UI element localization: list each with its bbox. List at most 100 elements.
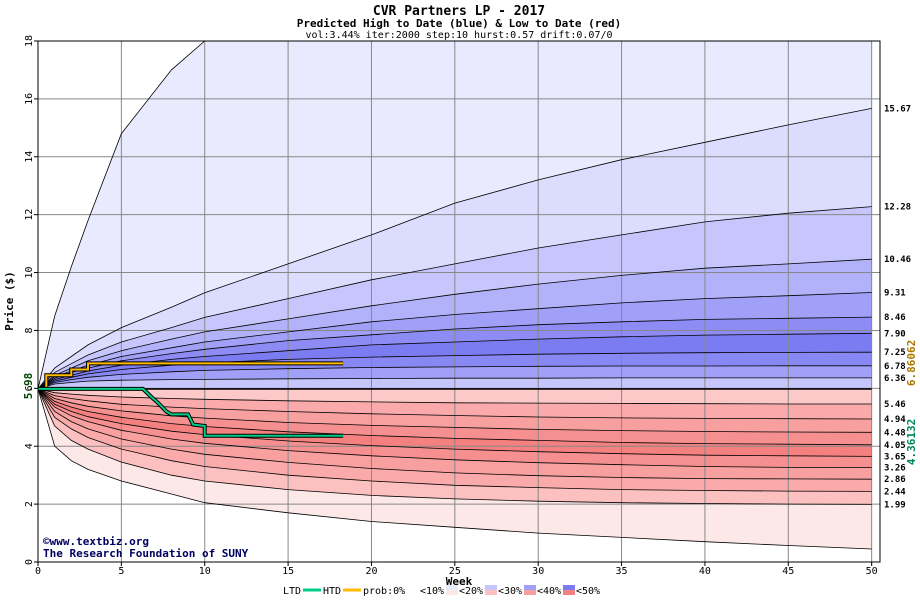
right-label-4.05: 4.05: [884, 441, 906, 451]
percentile-curve-6: [37, 332, 872, 390]
right-label-3.26: 3.26: [884, 464, 906, 474]
chart-params: vol:3.44% iter:2000 step:10 hurst:0.57 d…: [305, 30, 612, 41]
legend-item-6-swatch-top: [524, 585, 536, 590]
percentile-curve-9: [37, 377, 872, 390]
legend-item-4-swatch-bottom: [446, 590, 458, 595]
legend-item-3-swatch-top: [407, 585, 419, 590]
prob-band-19: [38, 388, 872, 549]
y-tick-label-16: 16: [24, 93, 35, 105]
y-tick-label-12: 12: [24, 209, 35, 221]
credit-website: ©www.textbiz.org: [43, 535, 149, 548]
prob-band-0: [38, 41, 872, 389]
legend-item-4-swatch-top: [446, 585, 458, 590]
prob-band-5: [38, 317, 872, 389]
legend-item-5-label: <30%: [498, 586, 522, 597]
percentile-curve-18: [37, 388, 872, 492]
x-tick-label-15: 15: [282, 566, 294, 577]
y-tick-label-10: 10: [24, 267, 35, 279]
x-tick-label-20: 20: [365, 566, 377, 577]
y-tick-label-2: 2: [24, 501, 35, 507]
percentile-curve-8: [37, 365, 872, 390]
x-tick-label-0: 0: [35, 566, 41, 577]
start-price-label: 5.98: [22, 373, 35, 400]
ltd-path: [38, 387, 344, 437]
percentile-curve-16: [37, 388, 872, 469]
legend-item-1-label: HTD: [323, 586, 341, 597]
prob-band-4: [38, 292, 872, 389]
y-tick-label-18: 18: [24, 35, 35, 47]
percentile-curve-2: [37, 206, 872, 390]
x-tick-label-5: 5: [118, 566, 124, 577]
percentile-curve-1: [37, 108, 872, 390]
x-tick-labels: 0 5 10 15 20 25 30 35 40 45 50: [35, 562, 878, 577]
x-tick-label-35: 35: [616, 566, 628, 577]
percentile-curve-12: [37, 388, 872, 420]
right-label-9.31: 9.31: [884, 289, 906, 299]
prob-band-18: [38, 388, 872, 505]
x-axis-label: Week: [446, 575, 473, 588]
right-label-7.25: 7.25: [884, 348, 906, 358]
x-tick-label-50: 50: [866, 566, 878, 577]
x-tick-label-45: 45: [782, 566, 794, 577]
legend-item-6-label: <40%: [537, 586, 561, 597]
htd-ltd-paths: [38, 361, 344, 438]
y-tick-label-6: 6: [24, 385, 35, 391]
prob-band-3: [38, 259, 872, 389]
right-label-10.46: 10.46: [884, 255, 911, 265]
x-tick-label-30: 30: [532, 566, 544, 577]
right-label-4.48: 4.48: [884, 428, 906, 438]
prob-band-12: [38, 388, 872, 433]
right-label-3.65: 3.65: [884, 452, 906, 462]
htd-path: [38, 362, 344, 390]
htd-value-label: 6.86062: [905, 340, 918, 386]
right-label-8.46: 8.46: [884, 313, 906, 323]
percentile-curve-17: [37, 388, 872, 480]
percentile-curve-3: [37, 258, 872, 390]
legend-item-4-label: <20%: [459, 586, 483, 597]
prob-band-17: [38, 388, 872, 492]
prob-band-6: [38, 333, 872, 389]
legend-item-0-label: LTD: [283, 586, 301, 597]
legend-item-7-label: <50%: [576, 586, 600, 597]
legend-item-2-label: prob:0%: [363, 586, 405, 597]
legend-item-5-swatch-bottom: [485, 590, 497, 595]
percentile-curves: [37, 40, 872, 550]
right-label-12.28: 12.28: [884, 203, 911, 213]
legend-item-3-label: <10%: [420, 586, 444, 597]
percentile-curve-19: [37, 388, 872, 505]
prob-band-2: [38, 206, 872, 389]
y-tick-label-0: 0: [24, 559, 35, 565]
x-tick-label-40: 40: [699, 566, 711, 577]
prob-band-16: [38, 388, 872, 480]
percentile-curve-15: [37, 388, 872, 457]
y-tick-labels: 0 2 4 6 8 10 12 14 16 18: [24, 35, 38, 565]
y-tick-label-14: 14: [24, 151, 35, 163]
percentile-curve-13: [37, 388, 872, 433]
right-label-15.67: 15.67: [884, 104, 911, 114]
percentile-curve-20: [37, 388, 872, 550]
legend-item-7-swatch-bottom: [563, 590, 575, 595]
right-label-2.44: 2.44: [884, 487, 906, 497]
right-value-labels: 15.67 12.28 10.46 9.31 8.46 7.90 7.25 6.78 6.36 5…: [884, 104, 911, 510]
y-axis-label: Price ($): [3, 271, 16, 331]
x-tick-label-25: 25: [449, 566, 461, 577]
percentile-curve-14: [37, 388, 872, 446]
right-label-6.78: 6.78: [884, 362, 906, 372]
legend-item-7-swatch-top: [563, 585, 575, 590]
x-tick-label-10: 10: [199, 566, 211, 577]
percentile-curve-7: [37, 351, 872, 390]
plot-frame: [37, 40, 881, 563]
legend: LTD HTD prob:0% <10% <20% <30% <40% <50%: [283, 585, 600, 597]
ltd-value-label: 4.36132: [905, 419, 918, 465]
legend-item-5-swatch-top: [485, 585, 497, 590]
chart-title: CVR Partners LP - 2017: [373, 4, 545, 19]
y-tick-label-8: 8: [24, 327, 35, 333]
legend-item-3-swatch-bottom: [407, 590, 419, 595]
right-label-6.36: 6.36: [884, 374, 906, 384]
legend-item-6-swatch-bottom: [524, 590, 536, 595]
percentile-curve-11: [37, 388, 872, 405]
credit-foundation: The Research Foundation of SUNY: [43, 547, 249, 560]
right-label-4.94: 4.94: [884, 415, 906, 425]
y-tick-label-4: 4: [24, 443, 35, 449]
